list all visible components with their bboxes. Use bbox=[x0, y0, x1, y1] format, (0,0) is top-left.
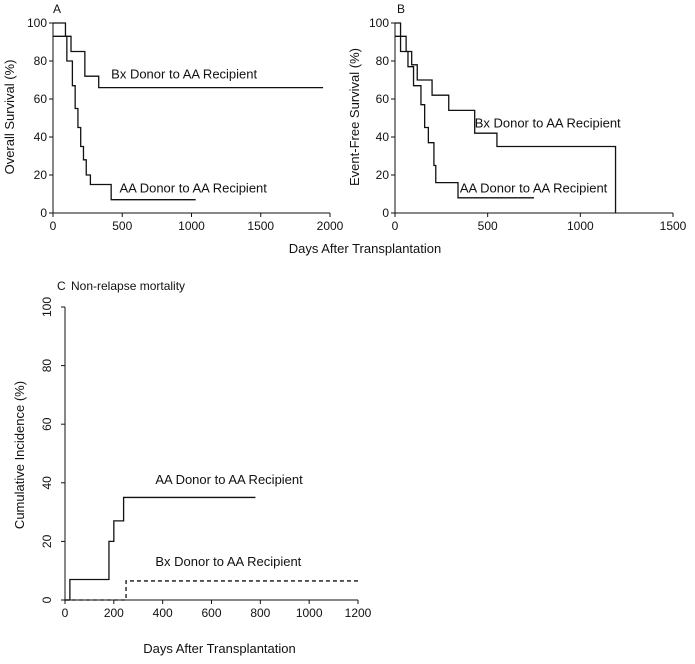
x-tick-label: 0 bbox=[50, 219, 57, 233]
series-annotation: Bx Donor to AA Recipient bbox=[475, 116, 621, 131]
series-annotation: AA Donor to AA Recipient bbox=[155, 472, 303, 487]
x-tick-label: 500 bbox=[478, 219, 498, 233]
y-tick-label: 60 bbox=[40, 417, 54, 431]
y-tick-label: 0 bbox=[382, 206, 389, 220]
panel-b: B 0 500 1000 1500 0 20 40 60 80 100 Event-Free Surv… bbox=[347, 2, 687, 233]
series-annotation: Bx Donor to AA Recipient bbox=[111, 66, 257, 81]
y-axis-label: Cumulative Incidence (%) bbox=[12, 381, 27, 529]
panel-a: A 0 500 1000 1500 2000 0 20 40 60 80 100 Overall Sur… bbox=[2, 2, 344, 233]
y-axis-label: Overall Survival (%) bbox=[2, 60, 17, 175]
y-tick-label: 40 bbox=[40, 476, 54, 490]
series-annotation: AA Donor to AA Recipient bbox=[119, 180, 267, 195]
y-tick-label: 100 bbox=[369, 16, 389, 30]
series-annotation: AA Donor to AA Recipient bbox=[460, 180, 608, 195]
y-tick-label: 100 bbox=[27, 16, 47, 30]
panel-letter: C bbox=[57, 279, 66, 293]
series-line-0 bbox=[395, 22, 617, 213]
chart-title: Non-relapse mortality bbox=[71, 279, 185, 293]
series-annotation: Bx Donor to AA Recipient bbox=[155, 554, 301, 569]
x-tick-label: 1500 bbox=[660, 219, 687, 233]
y-tick-label: 0 bbox=[40, 206, 47, 220]
panel-letter: B bbox=[397, 2, 405, 16]
x-axis-label: Days After Transplantation bbox=[143, 641, 295, 656]
x-tick-label: 1000 bbox=[567, 219, 594, 233]
x-tick-label: 1000 bbox=[178, 219, 205, 233]
x-tick-label: 1000 bbox=[296, 606, 323, 620]
series-line-1 bbox=[395, 35, 534, 199]
x-tick-label: 200 bbox=[104, 606, 124, 620]
panel-letter: A bbox=[53, 2, 61, 16]
y-tick-label: 20 bbox=[376, 168, 390, 182]
y-tick-label: 20 bbox=[40, 534, 54, 548]
y-tick-label: 60 bbox=[34, 92, 48, 106]
y-tick-label: 40 bbox=[376, 130, 390, 144]
x-tick-label: 500 bbox=[112, 219, 132, 233]
y-tick-label: 80 bbox=[376, 54, 390, 68]
x-tick-label: 1200 bbox=[345, 606, 372, 620]
series-line-0 bbox=[65, 496, 256, 601]
y-tick-label: 0 bbox=[40, 596, 54, 603]
x-tick-label: 1500 bbox=[247, 219, 274, 233]
y-tick-label: 100 bbox=[40, 297, 54, 317]
x-tick-label: 800 bbox=[250, 606, 270, 620]
y-axis-label: Event-Free Survival (%) bbox=[347, 48, 362, 186]
y-tick-label: 20 bbox=[34, 168, 48, 182]
x-tick-label: 0 bbox=[62, 606, 69, 620]
y-tick-label: 80 bbox=[34, 54, 48, 68]
x-tick-label: 600 bbox=[201, 606, 221, 620]
y-tick-label: 60 bbox=[376, 92, 390, 106]
x-tick-label: 400 bbox=[153, 606, 173, 620]
x-tick-label: 2000 bbox=[317, 219, 344, 233]
series-line-0 bbox=[53, 22, 324, 89]
shared-x-axis-label: Days After Transplantation bbox=[289, 241, 441, 256]
series-line-1 bbox=[65, 580, 358, 601]
y-tick-label: 40 bbox=[34, 130, 48, 144]
y-tick-label: 80 bbox=[40, 359, 54, 373]
x-tick-label: 0 bbox=[392, 219, 399, 233]
series-line-1 bbox=[53, 35, 196, 201]
